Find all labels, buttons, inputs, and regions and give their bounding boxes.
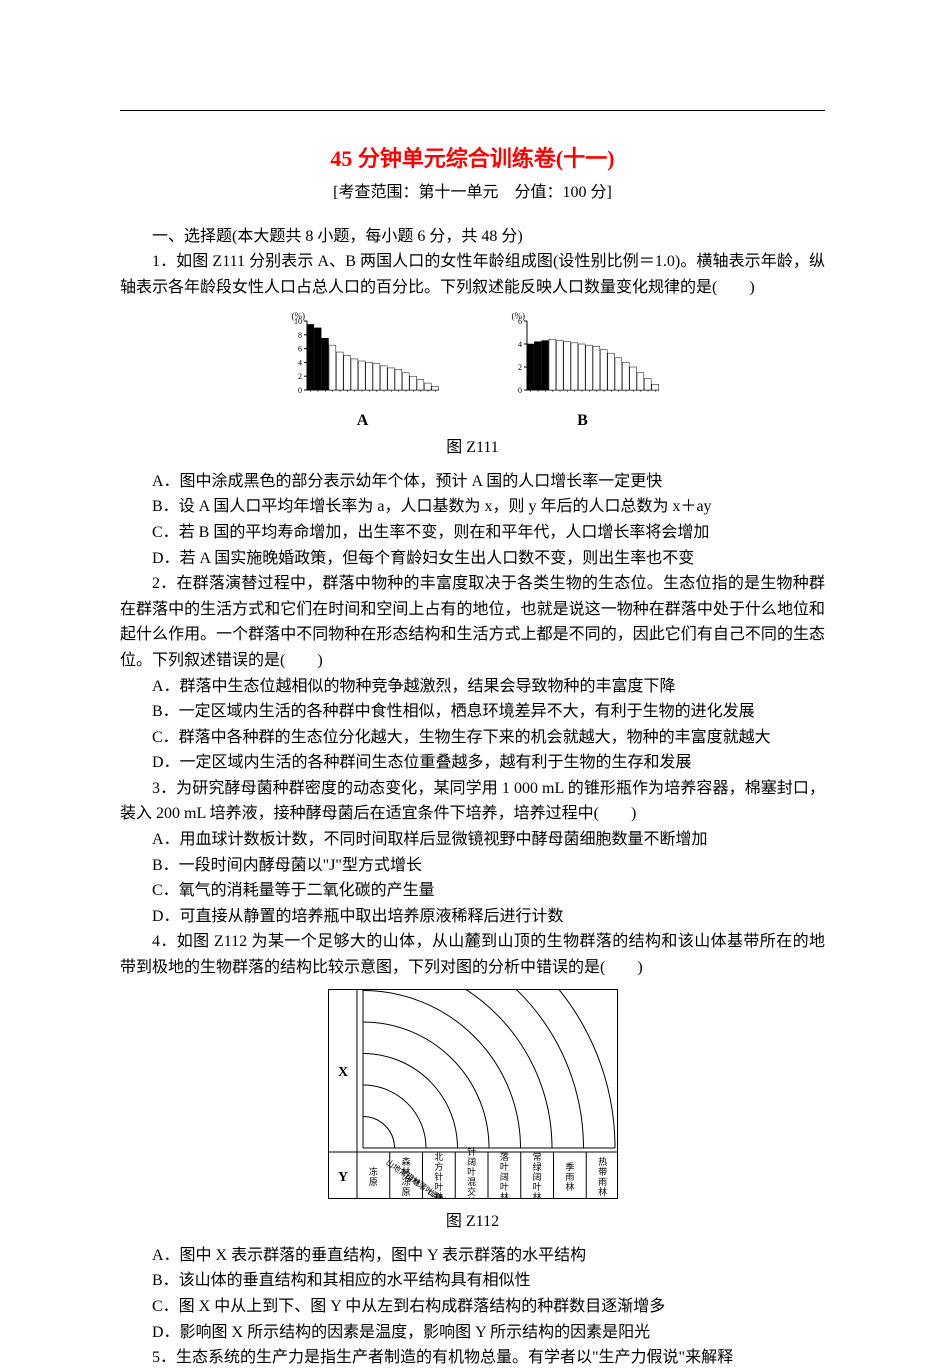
q3-opt-d: D．可直接从静置的培养瓶中取出培养原液稀释后进行计数 <box>120 904 825 930</box>
svg-text:阔: 阔 <box>532 1171 541 1182</box>
svg-text:北: 北 <box>434 1152 443 1162</box>
svg-text:林: 林 <box>434 1191 443 1199</box>
page-title: 45 分钟单元综合训练卷(十一) <box>120 141 825 176</box>
q1-figure: (%)0246810 A (%)0246 B 图 Z111 <box>120 309 825 461</box>
q3-stem: 3．为研究酵母菌种群密度的动态变化，某同学用 1 000 mL 的锥形瓶作为培养… <box>120 776 825 827</box>
q1-figure-caption: 图 Z111 <box>120 435 825 461</box>
chart-b-label: B <box>577 408 588 434</box>
page-subtitle: [考查范围：第十一单元 分值：100 分] <box>120 180 825 206</box>
svg-text:冻: 冻 <box>368 1166 377 1177</box>
bar-chart-b: (%)0246 <box>503 309 663 404</box>
svg-text:热: 热 <box>598 1156 607 1167</box>
q1-opt-c: C．若 B 国的平均寿命增加，出生率不变，则在和平年代，人口增长率将会增加 <box>120 520 825 546</box>
q5-stem: 5．生态系统的生产力是指生产者制造的有机物总量。有学者以"生产力假说"来解释 <box>120 1345 825 1371</box>
q4-figure-caption: 图 Z112 <box>120 1209 825 1235</box>
svg-text:绿: 绿 <box>532 1161 541 1172</box>
svg-text:4: 4 <box>298 358 302 367</box>
q2-opt-a: A．群落中生态位越相似的物种竞争越激烈，结果会导致物种的丰富度下降 <box>120 674 825 700</box>
q3-opt-b: B．一段时间内酵母菌以"J"型方式增长 <box>120 853 825 879</box>
svg-text:原: 原 <box>368 1177 377 1187</box>
q1-opt-d: D．若 A 国实施晚婚政策，但每个育龄妇女生出人口数不变，则出生率也不变 <box>120 546 825 572</box>
svg-text:0: 0 <box>518 386 522 395</box>
q4-stem: 4．如图 Z112 为某一个足够大的山体，从山麓到山顶的生物群落的结构和该山体基… <box>120 929 825 980</box>
q1-stem: 1．如图 Z111 分别表示 A、B 两国人口的女性年龄组成图(设性别比例＝1.… <box>120 249 825 300</box>
svg-text:原: 原 <box>401 1187 410 1197</box>
q4-opt-d: D．影响图 X 所示结构的因素是温度，影响图 Y 所示结构的因素是阳光 <box>120 1320 825 1346</box>
svg-text:森: 森 <box>401 1156 410 1167</box>
svg-text:林: 林 <box>467 1196 476 1199</box>
svg-text:叶: 叶 <box>532 1182 541 1192</box>
svg-text:Y: Y <box>337 1170 347 1185</box>
chart-a-label: A <box>357 408 369 434</box>
q2-opt-d: D．一定区域内生活的各种群间生态位重叠越多，越有利于生物的生存和发展 <box>120 750 825 776</box>
svg-text:季: 季 <box>565 1161 574 1172</box>
q4-figure: XY高山永久冻结带高山草原与高山草甸高山矮曲林山地针叶林山地针阔叶混交林山地落叶… <box>120 989 825 1235</box>
svg-text:带: 带 <box>598 1167 607 1177</box>
svg-text:4: 4 <box>518 340 522 349</box>
top-divider <box>120 110 825 111</box>
svg-text:交: 交 <box>467 1186 476 1197</box>
svg-text:2: 2 <box>298 372 302 381</box>
section1-header: 一、选择题(本大题共 8 小题，每小题 6 分，共 48 分) <box>120 224 825 250</box>
svg-text:雨: 雨 <box>565 1172 574 1182</box>
mountain-diagram: XY高山永久冻结带高山草原与高山草甸高山矮曲林山地针叶林山地针阔叶混交林山地落叶… <box>328 989 618 1199</box>
svg-text:冻: 冻 <box>401 1176 410 1187</box>
svg-text:林: 林 <box>401 1166 410 1177</box>
svg-text:林: 林 <box>499 1191 508 1199</box>
svg-text:阔: 阔 <box>499 1171 508 1182</box>
q4-opt-b: B．该山体的垂直结构和其相应的水平结构具有相似性 <box>120 1268 825 1294</box>
svg-text:6: 6 <box>298 344 302 353</box>
svg-text:混: 混 <box>467 1177 476 1187</box>
q1-opt-b: B．设 A 国人口平均年增长率为 a，人口基数为 x，则 y 年后的人口总数为 … <box>120 494 825 520</box>
q3-opt-a: A．用血球计数板计数，不同时间取样后显微镜视野中酵母菌细胞数量不断增加 <box>120 827 825 853</box>
svg-text:林: 林 <box>565 1181 574 1192</box>
svg-text:叶: 叶 <box>499 1162 508 1172</box>
q2-stem: 2．在群落演替过程中，群落中物种的丰富度取决于各类生物的生态位。生态位指的是生物… <box>120 571 825 673</box>
svg-text:0: 0 <box>298 386 302 395</box>
svg-text:常: 常 <box>532 1151 541 1162</box>
svg-text:2: 2 <box>518 363 522 372</box>
svg-text:林: 林 <box>598 1186 607 1197</box>
q1-chart-b: (%)0246 B <box>503 309 663 434</box>
svg-text:X: X <box>337 1065 347 1080</box>
svg-text:落: 落 <box>499 1151 508 1162</box>
q4-opt-c: C．图 X 中从上到下、图 Y 中从左到右构成群落结构的种群数目逐渐增多 <box>120 1294 825 1320</box>
svg-text:林: 林 <box>532 1191 541 1199</box>
svg-text:叶: 叶 <box>467 1167 476 1177</box>
q3-opt-c: C．氧气的消耗量等于二氧化碳的产生量 <box>120 878 825 904</box>
svg-text:8: 8 <box>298 330 302 339</box>
svg-text:雨: 雨 <box>598 1177 607 1187</box>
q2-opt-c: C．群落中各种群的生态位分化越大，生物生存下来的机会就越大，物种的丰富度就越大 <box>120 725 825 751</box>
svg-text:阔: 阔 <box>467 1156 476 1167</box>
svg-text:针: 针 <box>434 1171 443 1182</box>
svg-text:方: 方 <box>434 1161 443 1172</box>
svg-text:叶: 叶 <box>499 1182 508 1192</box>
svg-text:针: 针 <box>467 1146 476 1157</box>
q2-opt-b: B．一定区域内生活的各种群中食性相似，栖息环境差异不大，有利于生物的进化发展 <box>120 699 825 725</box>
svg-text:叶: 叶 <box>434 1182 443 1192</box>
q4-opt-a: A．图中 X 表示群落的垂直结构，图中 Y 表示群落的水平结构 <box>120 1243 825 1269</box>
svg-text:6: 6 <box>518 317 522 326</box>
q1-chart-a: (%)0246810 A <box>283 309 443 434</box>
q1-opt-a: A．图中涂成黑色的部分表示幼年个体，预计 A 国的人口增长率一定更快 <box>120 469 825 495</box>
bar-chart-a: (%)0246810 <box>283 309 443 404</box>
svg-text:10: 10 <box>294 317 302 326</box>
